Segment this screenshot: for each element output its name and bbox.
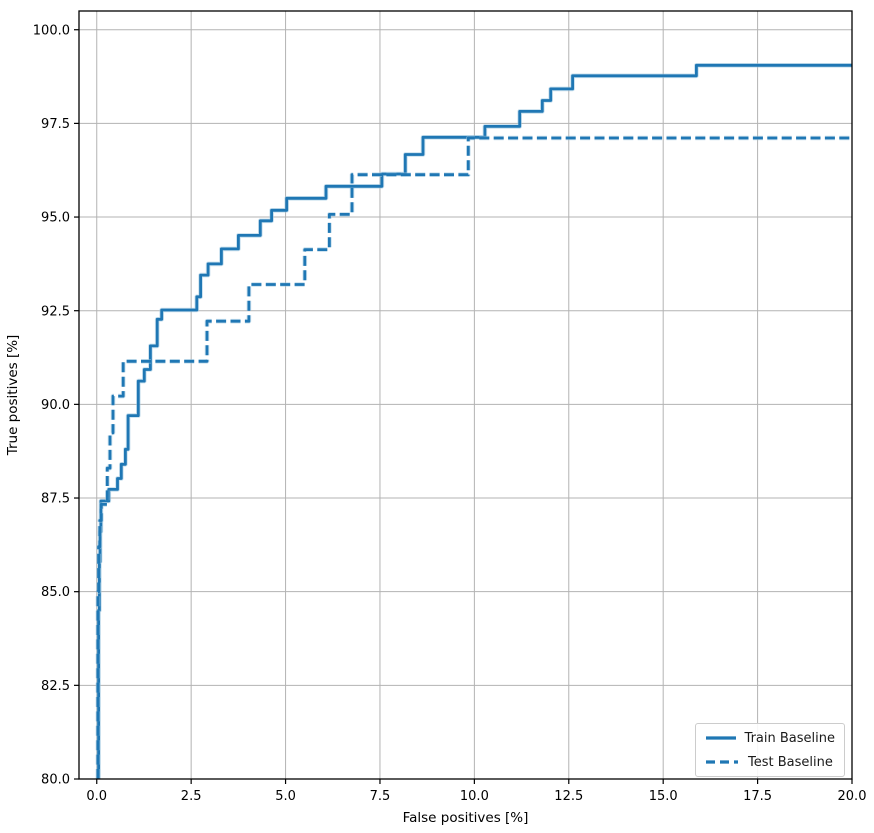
legend-label-test: Test Baseline [748, 754, 833, 770]
test-legend-line-dashed [706, 760, 738, 764]
y-tick-label: 95.0 [41, 211, 70, 226]
train-legend-line-solid [706, 736, 736, 740]
train-curve-halo [96, 63, 852, 779]
x-tick-label: 2.5 [181, 789, 202, 804]
legend-label-train: Train Baseline [744, 730, 835, 746]
x-tick-label: 5.0 [275, 789, 296, 804]
y-tick-label: 97.5 [41, 117, 70, 132]
x-axis-label: False positives [%] [403, 810, 529, 826]
train-curve [97, 63, 852, 779]
y-tick-label: 100.0 [33, 23, 70, 38]
x-tick-label: 17.5 [743, 789, 772, 804]
axes-spines [78, 10, 853, 780]
y-tick-label: 80.0 [41, 773, 70, 788]
y-tick-label: 92.5 [41, 304, 70, 319]
x-tick-label: 12.5 [554, 789, 583, 804]
y-tick-label: 87.5 [41, 492, 70, 507]
x-tick-label: 20.0 [838, 789, 867, 804]
y-axis-label: True positives [%] [5, 335, 21, 457]
x-tick-label: 0.0 [86, 789, 107, 804]
legend: Train Baseline Test Baseline [695, 723, 845, 777]
y-tick-label: 82.5 [41, 679, 70, 694]
test-curve [96, 136, 852, 779]
legend-entry-test: Test Baseline [705, 752, 835, 772]
y-tick-label: 90.0 [41, 398, 70, 413]
x-tick-label: 7.5 [370, 789, 391, 804]
legend-entry-train: Train Baseline [705, 728, 835, 748]
x-tick-label: 10.0 [460, 789, 489, 804]
test-curve-halo [95, 135, 852, 779]
y-tick-label: 85.0 [41, 585, 70, 600]
x-tick-label: 15.0 [649, 789, 678, 804]
